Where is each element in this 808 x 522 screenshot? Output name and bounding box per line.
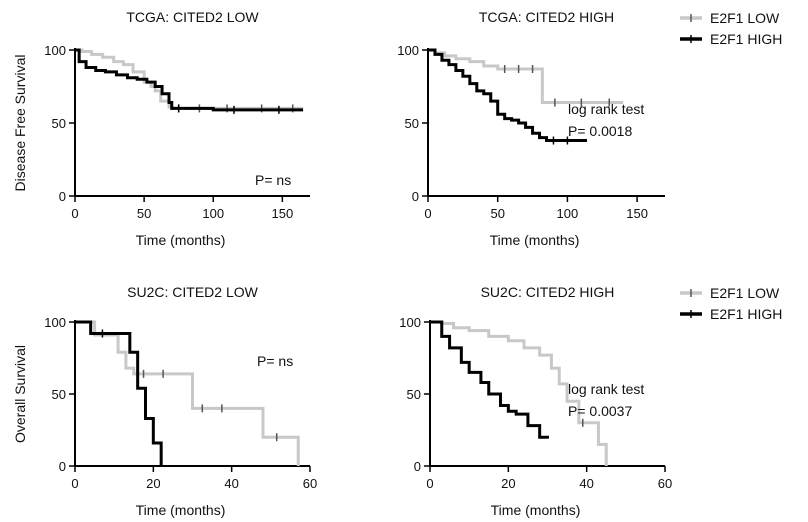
x-tick-label: 60 bbox=[658, 476, 672, 491]
series-line-e2f1-high bbox=[428, 48, 588, 143]
x-tick-label: 0 bbox=[424, 206, 431, 221]
x-tick-label: 0 bbox=[71, 206, 78, 221]
x-tick-label: 20 bbox=[501, 476, 515, 491]
y-tick-label: 100 bbox=[397, 43, 419, 58]
y-tick-label: 100 bbox=[44, 43, 66, 58]
stat-annotation: log rank test bbox=[568, 101, 644, 117]
chart-title: SU2C: CITED2 HIGH bbox=[481, 284, 615, 300]
y-tick-label: 100 bbox=[44, 315, 66, 330]
chart-title: SU2C: CITED2 LOW bbox=[127, 284, 258, 300]
chart-panel-3: SU2C: CITED2 LOW 0 50 100 0 20 40 60 Time (month… bbox=[12, 284, 317, 518]
legend-label: E2F1 HIGH bbox=[710, 306, 782, 322]
series-line-e2f1-high bbox=[75, 48, 304, 112]
x-axis-label: Time (months) bbox=[491, 502, 581, 518]
stat-annotation: P= 0.0037 bbox=[568, 403, 632, 419]
series-line-e2f1-high bbox=[430, 320, 549, 439]
series-line-e2f1-high bbox=[75, 320, 163, 466]
legend-2: E2F1 LOW E2F1 HIGH bbox=[680, 285, 782, 322]
y-tick-label: 50 bbox=[405, 116, 419, 131]
x-tick-label: 40 bbox=[579, 476, 593, 491]
stat-annotation: log rank test bbox=[568, 381, 644, 397]
y-tick-label: 0 bbox=[59, 459, 66, 474]
y-tick-label: 50 bbox=[52, 116, 66, 131]
x-tick-label: 150 bbox=[272, 206, 294, 221]
y-tick-label: 50 bbox=[407, 387, 421, 402]
y-axis-label: Overall Survival bbox=[12, 345, 28, 443]
y-tick-label: 0 bbox=[412, 189, 419, 204]
x-tick-label: 40 bbox=[224, 476, 238, 491]
x-axis-label: Time (months) bbox=[136, 502, 226, 518]
x-tick-label: 60 bbox=[303, 476, 317, 491]
chart-panel-2: TCGA: CITED2 HIGH 0 50 100 0 50 100 150 Time (mo… bbox=[397, 9, 665, 248]
series-line-e2f1-low bbox=[75, 320, 300, 466]
chart-title: TCGA: CITED2 HIGH bbox=[479, 9, 614, 25]
x-tick-label: 100 bbox=[557, 206, 579, 221]
legend-label: E2F1 HIGH bbox=[710, 31, 782, 47]
y-tick-label: 50 bbox=[52, 387, 66, 402]
y-tick-label: 0 bbox=[414, 459, 421, 474]
stat-annotation: P= 0.0018 bbox=[568, 123, 632, 139]
x-axis-label: Time (months) bbox=[136, 232, 226, 248]
x-tick-label: 20 bbox=[146, 476, 160, 491]
y-tick-label: 100 bbox=[399, 315, 421, 330]
y-tick-label: 0 bbox=[59, 189, 66, 204]
series-line-e2f1-low bbox=[75, 48, 304, 110]
x-tick-label: 50 bbox=[490, 206, 504, 221]
x-tick-label: 150 bbox=[626, 206, 648, 221]
chart-panel-4: SU2C: CITED2 HIGH 0 50 100 0 20 40 60 Time (mont… bbox=[399, 284, 672, 518]
series-line-e2f1-low bbox=[428, 48, 624, 105]
stat-annotation: P= ns bbox=[255, 172, 291, 188]
x-tick-label: 0 bbox=[426, 476, 433, 491]
legend-1: E2F1 LOW E2F1 HIGH bbox=[680, 10, 782, 47]
chart-title: TCGA: CITED2 LOW bbox=[126, 9, 259, 25]
x-axis-label: Time (months) bbox=[490, 232, 580, 248]
stat-annotation: P= ns bbox=[257, 353, 293, 369]
x-tick-label: 0 bbox=[71, 476, 78, 491]
x-tick-label: 100 bbox=[202, 206, 224, 221]
legend-label: E2F1 LOW bbox=[710, 285, 780, 301]
chart-panel-1: TCGA: CITED2 LOW 0 50 100 0 50 100 150 Time (mon… bbox=[12, 9, 310, 248]
y-axis-label: Disease Free Survival bbox=[12, 55, 28, 192]
x-tick-label: 50 bbox=[137, 206, 151, 221]
legend-label: E2F1 LOW bbox=[710, 10, 780, 26]
